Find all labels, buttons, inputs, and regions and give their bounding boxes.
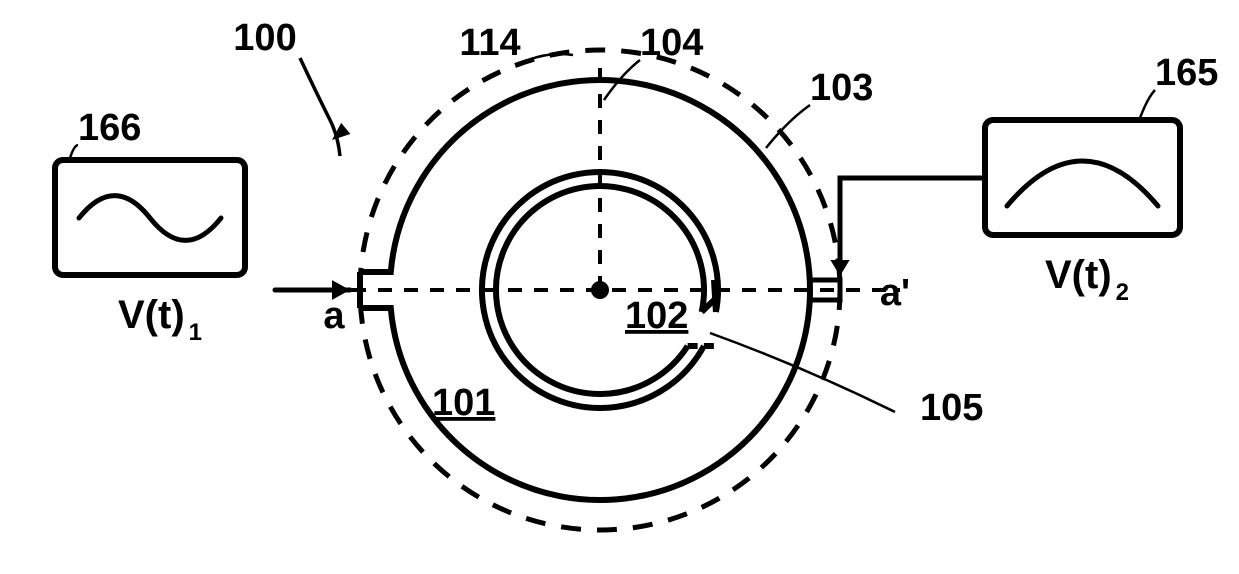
label-101: 101 bbox=[432, 382, 495, 424]
label-a-prime: a' bbox=[880, 272, 910, 314]
center-dot bbox=[591, 281, 609, 299]
label-104: 104 bbox=[640, 22, 703, 64]
label-a: a bbox=[323, 295, 345, 337]
label-100: 100 bbox=[233, 17, 296, 59]
label-166: 166 bbox=[78, 107, 141, 149]
label-165: 165 bbox=[1155, 52, 1218, 94]
label-102: 102 bbox=[625, 295, 688, 337]
label-103: 103 bbox=[810, 67, 873, 109]
label-114: 114 bbox=[459, 22, 520, 64]
label-105: 105 bbox=[920, 387, 983, 429]
